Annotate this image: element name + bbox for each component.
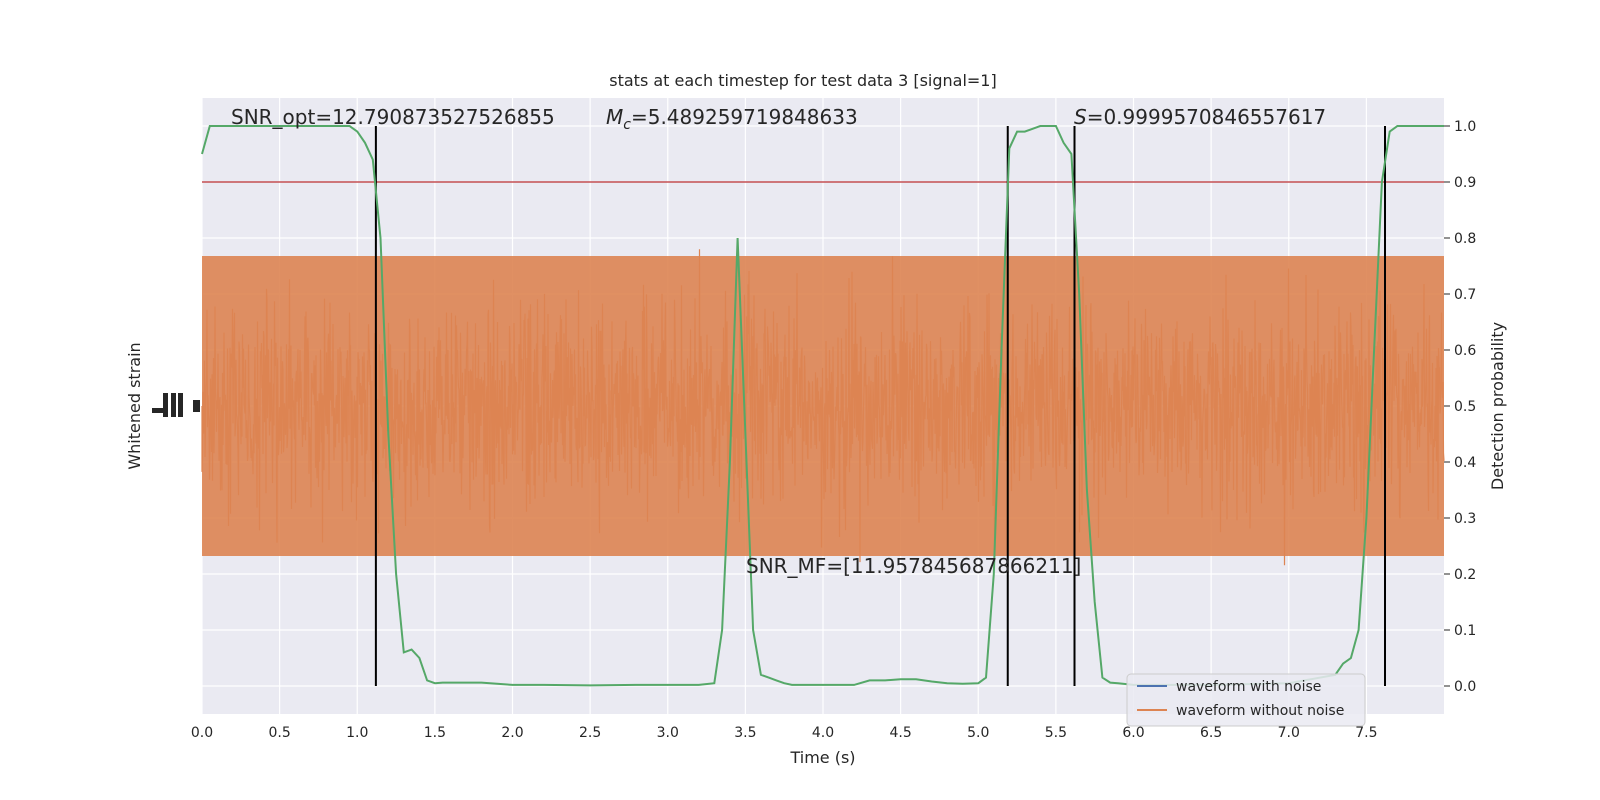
legend-label-without-noise: waveform without noise [1176, 703, 1344, 719]
y-tick-label: 0.3 [1454, 511, 1476, 527]
x-tick-label: 7.5 [1355, 725, 1377, 741]
y-tick-label: 0.2 [1454, 567, 1476, 583]
x-tick-label: 3.5 [734, 725, 756, 741]
x-tick-label: 1.5 [424, 725, 446, 741]
x-tick-label: 2.5 [579, 725, 601, 741]
legend: waveform with noise waveform without noi… [1126, 673, 1366, 727]
right-axis-label: Detection probability [1488, 322, 1507, 490]
left-axis-glyphs [152, 393, 200, 417]
x-tick-label: 4.0 [812, 725, 834, 741]
noise-core [202, 256, 1444, 556]
x-tick-label: 0.5 [268, 725, 290, 741]
snr-opt-annotation: SNR_opt=12.790873527526855 [231, 105, 555, 129]
snr-mf-annotation: SNR_MF=[11.957845687866211] [746, 554, 1081, 578]
detection-probability-line [201, 125, 1444, 687]
x-tick-label: 0.0 [191, 725, 213, 741]
tick-labels: 0.0 0.5 1.0 1.5 2.0 2.5 3.0 3.5 4.0 4.5 5.0 5.5 6.0 6… [191, 119, 1476, 741]
x-tick-label: 5.5 [1045, 725, 1067, 741]
noise-trace [201, 249, 1445, 566]
legend-box [1126, 673, 1366, 727]
left-axis-label: Whitened strain [125, 342, 144, 469]
x-tick-label: 4.5 [889, 725, 911, 741]
y-tick-label: 0.9 [1454, 175, 1476, 191]
x-axis-label: Time (s) [789, 748, 855, 767]
x-tick-label: 6.5 [1200, 725, 1222, 741]
y-tick-label: 0.0 [1454, 679, 1476, 695]
x-tick-label: 7.0 [1278, 725, 1300, 741]
y-tick-label: 0.8 [1454, 231, 1476, 247]
x-tick-label: 6.0 [1122, 725, 1144, 741]
y-tick-label: 0.4 [1454, 455, 1476, 471]
chart-title: stats at each timestep for test data 3 [… [609, 71, 996, 90]
x-tick-label: 1.0 [346, 725, 368, 741]
legend-label-with-noise: waveform with noise [1176, 679, 1321, 695]
y-tick-label: 0.1 [1454, 623, 1476, 639]
y-tick-label: 1.0 [1454, 119, 1476, 135]
y-tick-label: 0.7 [1454, 287, 1476, 303]
y-tick-label: 0.5 [1454, 399, 1476, 415]
s-annotation: S=0.9999570846557617 [1074, 105, 1326, 129]
x-tick-label: 5.0 [967, 725, 989, 741]
vertical-markers [374, 126, 1387, 686]
y-tick-label: 0.6 [1454, 343, 1476, 359]
x-tick-label: 2.0 [501, 725, 523, 741]
x-tick-label: 3.0 [657, 725, 679, 741]
chirp-mass-annotation: Mc=5.489259719848633 [606, 105, 858, 133]
